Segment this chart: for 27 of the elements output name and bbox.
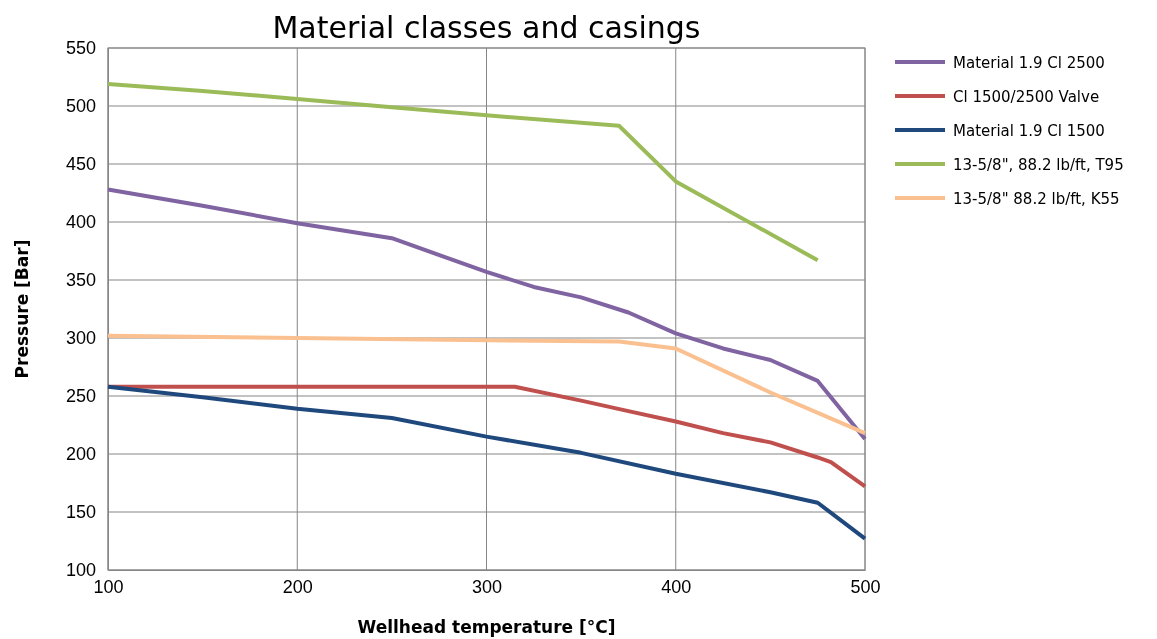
x-tick-label: 100 xyxy=(93,576,124,597)
legend-label: Material 1.9 Cl 2500 xyxy=(953,54,1105,72)
y-tick-label: 450 xyxy=(65,154,96,175)
y-tick-label: 250 xyxy=(65,386,96,407)
legend-label: Material 1.9 Cl 1500 xyxy=(953,122,1105,140)
y-tick-label: 200 xyxy=(65,444,96,465)
line-series xyxy=(106,81,820,263)
x-tick-label: 200 xyxy=(282,576,313,597)
x-axis-title: Wellhead temperature [°C] xyxy=(357,617,616,637)
legend-label: Cl 1500/2500 Valve xyxy=(953,88,1100,106)
y-tick-label: 350 xyxy=(65,270,96,291)
line-series xyxy=(106,384,867,541)
y-axis-title: Pressure [Bar] xyxy=(12,239,32,379)
x-tick-label: 400 xyxy=(661,576,692,597)
y-tick-label: 400 xyxy=(65,212,96,233)
chart-title: Material classes and casings xyxy=(272,10,701,45)
y-tick-label: 550 xyxy=(65,38,96,59)
y-tick-label: 100 xyxy=(65,560,96,581)
y-tick-label: 150 xyxy=(65,502,96,523)
y-tick-label: 300 xyxy=(65,328,96,349)
line-series xyxy=(106,187,867,441)
y-tick-label: 500 xyxy=(65,96,96,117)
legend-label: 13-5/8" 88.2 lb/ft, K55 xyxy=(953,190,1120,208)
x-tick-label: 300 xyxy=(471,576,503,597)
x-tick-label: 500 xyxy=(850,576,881,597)
line-series xyxy=(106,333,867,436)
legend-label: 13-5/8", 88.2 lb/ft, T95 xyxy=(953,156,1124,174)
